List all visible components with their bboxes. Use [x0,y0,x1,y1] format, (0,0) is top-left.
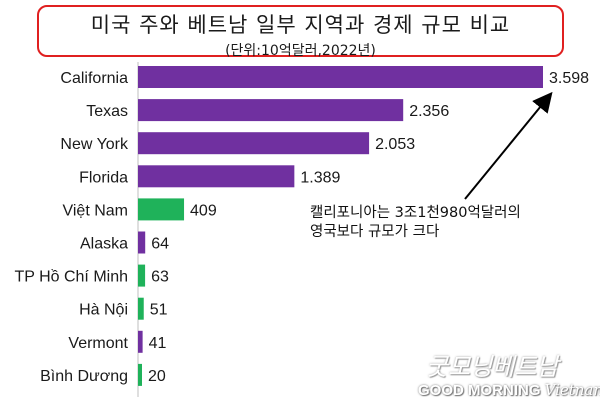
annotation-text: 캘리포니아는 3조1천980억달러의 영국보다 규모가 크다 [310,204,600,242]
bar [138,364,142,386]
data-label: 64 [151,236,169,253]
data-label: 63 [151,269,169,286]
bar [138,232,145,254]
bar [138,99,403,121]
data-label: 1.389 [300,169,340,186]
data-label: 2.356 [409,103,449,120]
watermark-logo: 굿모닝베트남 GOOD MORNINGVietnam [418,347,596,407]
bar [138,331,143,353]
bar [138,132,369,154]
data-label: 3.598 [549,70,589,87]
data-label: 51 [150,302,168,319]
category-label: Florida [79,169,128,186]
watermark-script: 굿모닝베트남 [426,347,558,382]
category-label: Vermont [68,335,128,352]
category-label: Việt Nam [62,202,128,219]
bar [138,165,294,187]
data-label: 409 [190,202,217,219]
data-label: 41 [149,335,167,352]
bar [138,265,145,287]
bar [138,298,144,320]
category-label: Alaska [80,236,128,253]
category-label: Texas [86,103,128,120]
category-label: Hà Nội [79,302,128,319]
bar [138,198,184,220]
watermark-text: GOOD MORNING [418,382,541,399]
watermark-text-vietnam: Vietnam [545,381,600,399]
category-label: New York [60,136,129,153]
category-label: California [60,70,128,87]
category-label: TP Hồ Chí Minh [14,269,128,286]
annotation-arrow [465,95,550,199]
data-label: 20 [148,368,166,385]
category-label: Bình Dương [40,368,128,385]
bar [138,66,543,88]
data-label: 2.053 [375,136,415,153]
